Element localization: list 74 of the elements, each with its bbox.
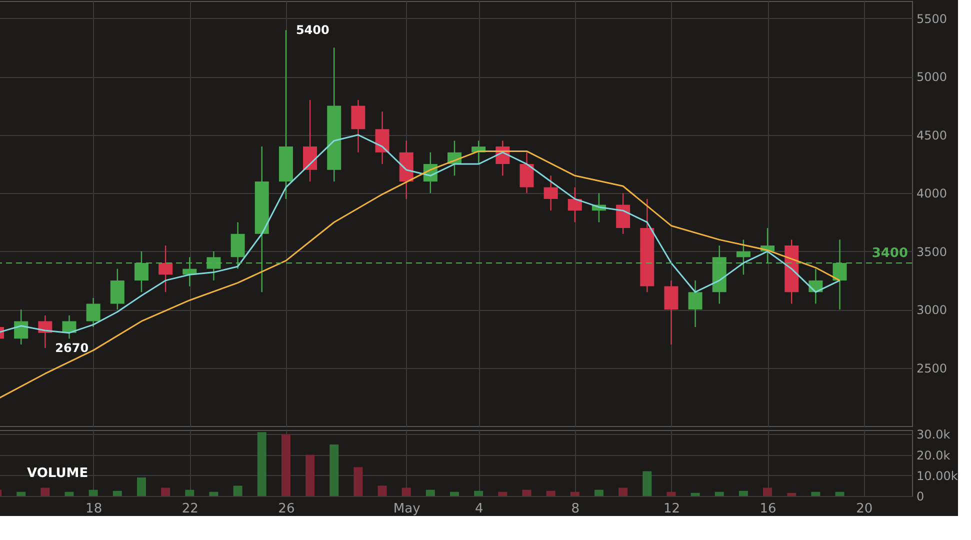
candlestick: [568, 186, 582, 223]
bar: [136, 477, 146, 496]
x-tick-label: 4: [474, 502, 484, 516]
text: VOLUME: [27, 466, 88, 482]
candlestick: [688, 280, 702, 328]
bar: [40, 488, 50, 496]
bar: [690, 492, 700, 496]
bar: [522, 490, 532, 496]
candlestick: [736, 239, 750, 276]
x-tick-label: 16: [760, 502, 776, 516]
candlestick: [616, 192, 630, 234]
y-tick-label: 30.0k: [916, 428, 950, 442]
bar: [378, 486, 387, 496]
annotation: 2670: [55, 340, 89, 355]
bar: [594, 490, 604, 496]
bar: [618, 488, 628, 496]
bar: [642, 471, 652, 496]
x-tick-label: 22: [182, 502, 198, 516]
y-tick-label: 4500: [916, 128, 948, 142]
ref-line-label: 3400: [872, 246, 908, 261]
bar: [787, 492, 796, 496]
annotation: 5400: [296, 23, 330, 38]
bar: [64, 492, 74, 496]
bar: [835, 492, 844, 496]
y-tick-label: 0: [916, 490, 924, 504]
x-tick-label: 12: [663, 502, 680, 516]
candlestick: [110, 268, 124, 310]
y-tick-label: 2500: [916, 361, 948, 376]
y-tick-label: 4000: [916, 186, 948, 201]
bar: [209, 492, 218, 496]
bar: [16, 492, 26, 496]
x-tick-label: May: [393, 502, 421, 516]
x-tick-label: 20: [856, 502, 873, 516]
candlestick: [520, 152, 534, 194]
x-tick-label: 18: [86, 502, 102, 516]
y-tick-label: 3500: [916, 244, 948, 259]
y-tick-label: 10.00k: [916, 468, 958, 483]
bar: [450, 492, 459, 496]
bar: [474, 490, 484, 496]
x-tick-label: 26: [278, 502, 295, 516]
bar: [185, 490, 194, 496]
bar: [330, 444, 339, 496]
bar: [354, 467, 363, 496]
candlestick: [544, 175, 558, 212]
bar: [426, 490, 435, 496]
candlestick: [62, 314, 76, 340]
bar: [402, 488, 411, 496]
candlestick: [664, 280, 678, 346]
bar: [306, 454, 315, 496]
bar: [763, 488, 772, 496]
candlestick: [158, 244, 173, 293]
y-tick-label: 5000: [916, 70, 948, 84]
bar: [257, 432, 266, 496]
y-tick-label: 3000: [916, 303, 948, 318]
bar: [233, 486, 242, 496]
candlestick: [14, 308, 28, 346]
candlestick: [86, 297, 100, 328]
candlestick: [351, 99, 366, 153]
bar: [811, 492, 820, 496]
x-tick-label: 8: [571, 502, 580, 516]
bar: [112, 490, 122, 496]
y-tick-label: 20.0k: [916, 448, 950, 462]
y-tick-label: 5500: [916, 12, 948, 26]
bar: [738, 490, 748, 496]
bar: [281, 434, 290, 496]
bar: [666, 492, 676, 496]
bar: [88, 490, 98, 496]
bar: [570, 492, 580, 496]
candlestick: [303, 99, 318, 182]
bar: [498, 492, 508, 496]
bar: [546, 490, 556, 496]
bar: [161, 488, 170, 496]
bar: [714, 492, 724, 496]
candlestick: [375, 111, 390, 165]
